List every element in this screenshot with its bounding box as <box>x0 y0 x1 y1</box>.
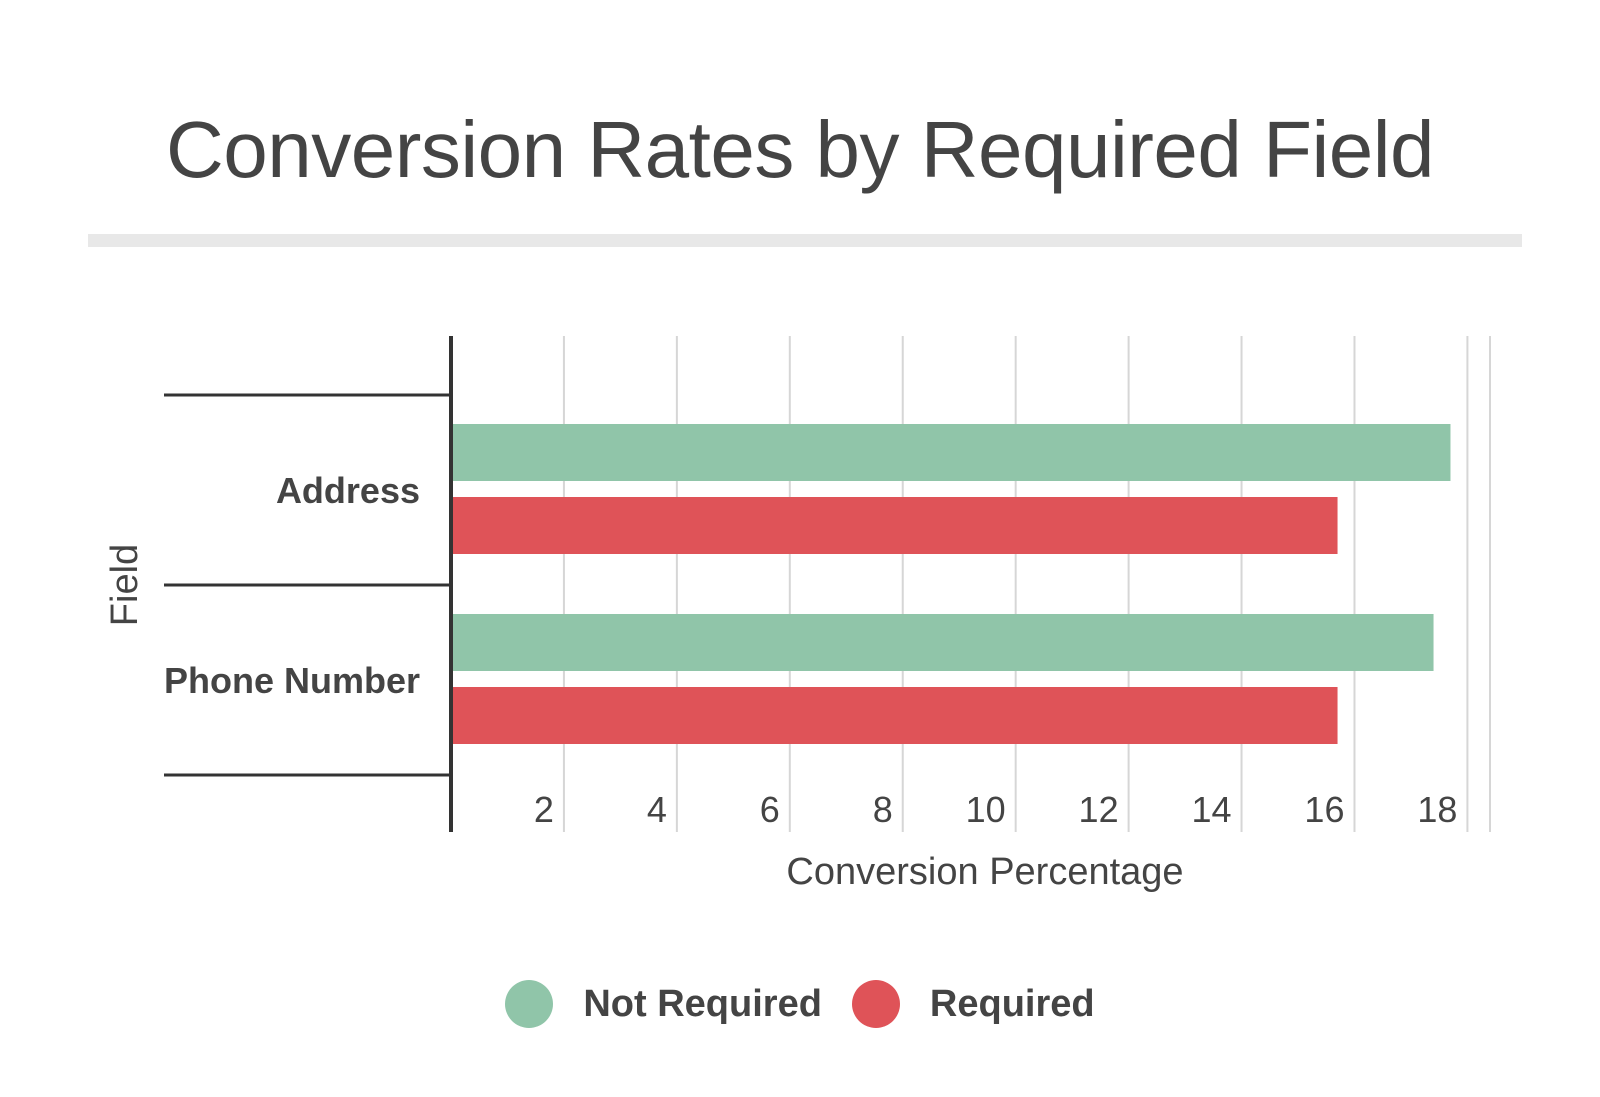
bars <box>451 424 1451 744</box>
x-tick-label-14: 14 <box>1191 789 1231 830</box>
category-label-address: Address <box>276 470 420 511</box>
bar-phone-number-required <box>451 687 1338 744</box>
x-tick-label-6: 6 <box>760 789 780 830</box>
axes <box>164 336 453 832</box>
bar-phone-number-not-required <box>451 614 1434 671</box>
legend-item-not-required: Not Required <box>505 980 822 1028</box>
x-tick-label-16: 16 <box>1304 789 1344 830</box>
legend-item-required: Required <box>851 980 1095 1028</box>
legend-label-required: Required <box>929 982 1095 1025</box>
chart-title: Conversion Rates by Required Field <box>165 105 1435 194</box>
x-tick-label-12: 12 <box>1079 789 1119 830</box>
x-tick-label-4: 4 <box>647 789 667 830</box>
x-tick-label-8: 8 <box>873 789 893 830</box>
category-label-phone-number: Phone Number <box>164 660 420 701</box>
labels: 2 4 6 8 10 12 14 16 18 Address Phone Number Convers… <box>104 470 1457 893</box>
bar-address-required <box>451 497 1338 554</box>
legend: Not Required Required <box>0 980 1600 1028</box>
legend-swatch-required <box>851 980 900 1028</box>
legend-label-not-required: Not Required <box>583 982 822 1025</box>
x-axis-title: Conversion Percentage <box>786 851 1183 893</box>
x-tick-label-2: 2 <box>534 789 554 830</box>
bar-chart: 2 4 6 8 10 12 14 16 18 Address Phone Number Convers… <box>104 336 1491 893</box>
legend-swatch-not-required <box>505 980 554 1028</box>
bar-address-not-required <box>451 424 1451 481</box>
x-tick-label-18: 18 <box>1417 789 1457 830</box>
title-divider <box>88 234 1522 247</box>
x-tick-label-10: 10 <box>966 789 1006 830</box>
y-axis-title: Field <box>104 544 146 626</box>
gridlines <box>562 336 1491 832</box>
